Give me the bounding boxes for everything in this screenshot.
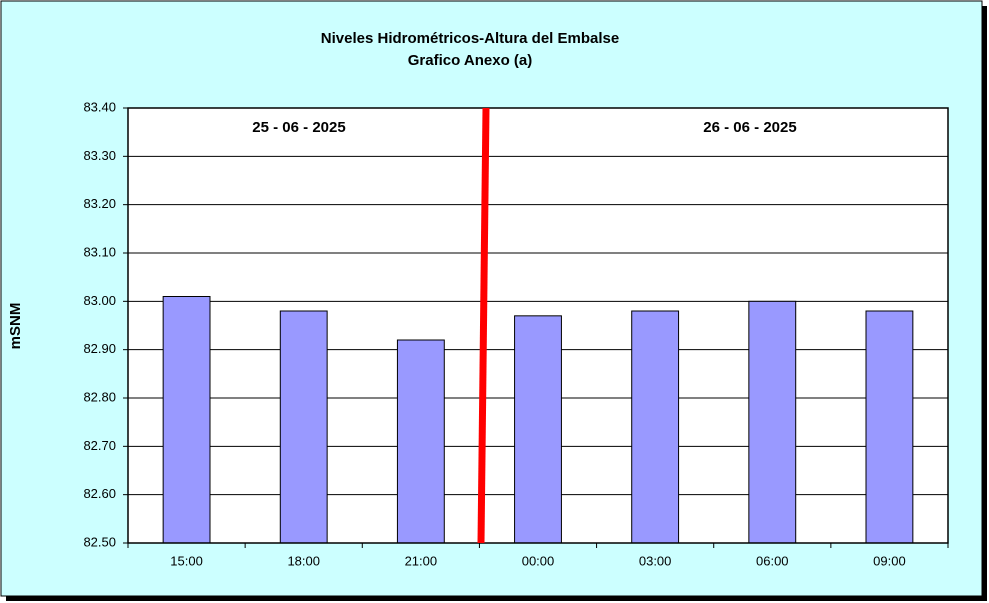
y-tick-label: 82.80: [83, 389, 116, 404]
y-tick-label: 83.20: [83, 196, 116, 211]
annotation: 25 - 06 - 2025: [252, 119, 345, 136]
date-separator: [477, 107, 490, 544]
y-tick-label: 82.60: [83, 486, 116, 501]
bar: [279, 310, 328, 544]
x-tick-label: 15:00: [170, 553, 203, 568]
x-tick-label: 18:00: [287, 553, 320, 568]
y-tick-label: 83.40: [83, 99, 116, 114]
bar: [865, 310, 914, 544]
x-tick-label: 06:00: [756, 553, 789, 568]
plot-border: [127, 107, 949, 544]
x-tick-label: 00:00: [522, 553, 555, 568]
annotation: 26 - 06 - 2025: [703, 119, 796, 136]
y-tick-label: 82.90: [83, 341, 116, 356]
bar: [631, 310, 680, 544]
x-tick-label: 03:00: [639, 553, 672, 568]
bar: [162, 296, 211, 544]
x-tick-label: 09:00: [873, 553, 906, 568]
y-axis-title: mSNM: [7, 303, 24, 350]
y-tick-label: 82.50: [83, 534, 116, 549]
y-tick-label: 83.30: [83, 148, 116, 163]
chart-title: Niveles Hidrométricos-Altura del Embalse: [321, 30, 619, 47]
y-tick-label: 82.70: [83, 438, 116, 453]
y-tick-label: 83.00: [83, 293, 116, 308]
x-tick-label: 21:00: [405, 553, 438, 568]
bar: [748, 300, 797, 544]
chart-subtitle: Grafico Anexo (a): [408, 52, 532, 69]
y-tick-label: 83.10: [83, 244, 116, 259]
bar: [514, 315, 562, 544]
bar: [396, 339, 445, 544]
